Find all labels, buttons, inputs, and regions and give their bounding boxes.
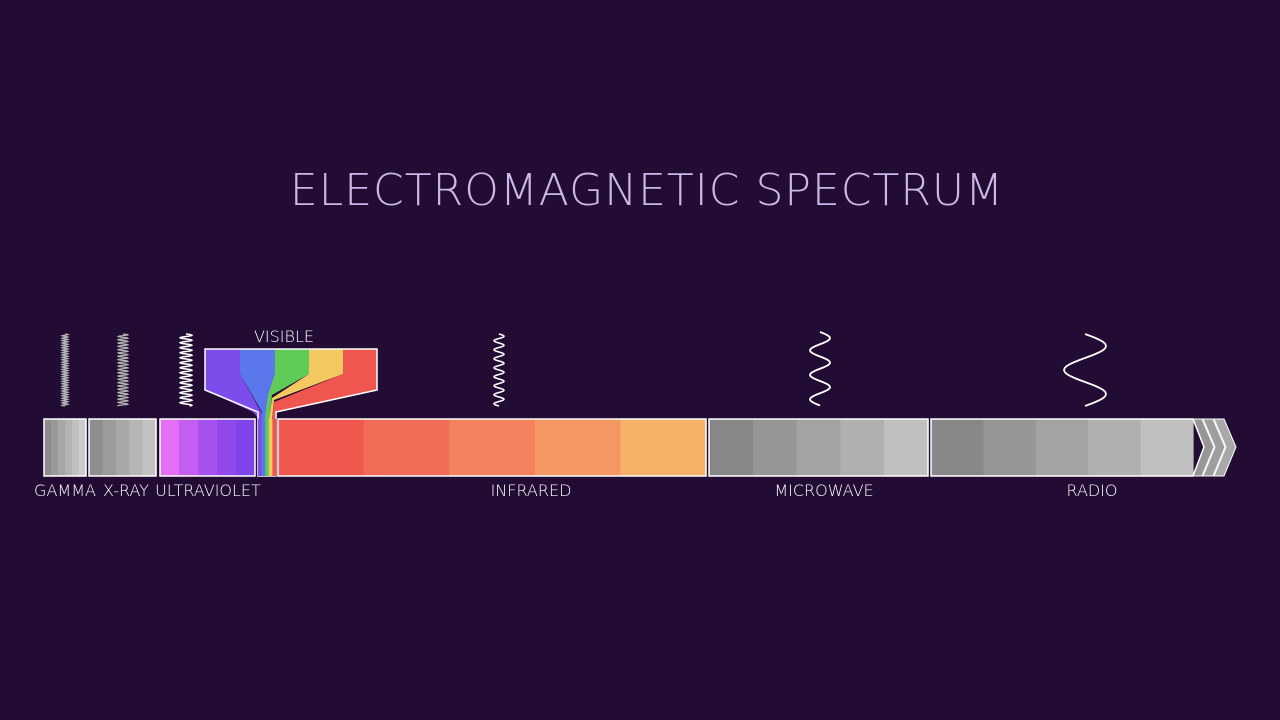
band-segment (449, 419, 536, 476)
visible-funnel-blue (240, 349, 275, 419)
band-radio-outline (930, 418, 1205, 477)
visible-strip-segment (268, 419, 273, 476)
band-radio-label: RADIO (1066, 481, 1117, 500)
visible-funnel-red (272, 349, 377, 419)
visible-funnel (204, 348, 378, 477)
band-segment (534, 419, 621, 476)
band-segment (217, 419, 237, 476)
band-radio-segments (931, 419, 1194, 476)
band-microwave-label: MICROWAVE (774, 481, 873, 500)
band-segment (709, 419, 754, 476)
visible-strip (258, 419, 277, 476)
band-segment (65, 419, 73, 476)
visible-strip-segment (258, 419, 262, 476)
visible-funnel-green (265, 349, 309, 419)
band-segment (129, 419, 144, 476)
visible-strip-segment (261, 419, 266, 476)
band-infrared: INFRARED (277, 418, 707, 500)
band-infrared-segments (278, 419, 707, 476)
band-segment (79, 419, 87, 476)
microwave-wave-icon (809, 331, 831, 407)
band-segment (236, 419, 256, 476)
band-ultraviolet-label: ULTRAVIOLET (155, 481, 261, 500)
band-segment (884, 419, 929, 476)
band-microwave-outline (708, 418, 929, 477)
band-xray-label: X-RAY (103, 481, 149, 500)
band-xray-segments (89, 419, 157, 476)
band-segment (198, 419, 218, 476)
band-xray-outline (88, 418, 157, 477)
band-segment (752, 419, 798, 476)
visible-funnel-yellow (269, 349, 343, 419)
band-segment (72, 419, 80, 476)
band-segment (363, 419, 450, 476)
band-segment (983, 419, 1037, 476)
band-gamma-segments (44, 419, 87, 476)
band-segment (620, 419, 707, 476)
band-ultraviolet-outline (159, 418, 256, 477)
band-segment (1140, 419, 1194, 476)
visible-funnel-violet (205, 349, 265, 419)
band-segment (160, 419, 180, 476)
band-segment (142, 419, 157, 476)
band-segment (278, 419, 365, 476)
arrow-head-icon (1192, 418, 1237, 477)
band-segment (931, 419, 984, 476)
xray-wave-icon (116, 333, 130, 407)
band-gamma-label: GAMMA (34, 481, 96, 500)
radio-wave-icon (1063, 333, 1107, 407)
gamma-wave-icon (60, 333, 70, 407)
band-microwave: MICROWAVE (708, 418, 929, 500)
band-gamma: GAMMA (34, 418, 96, 500)
band-segment (1035, 419, 1089, 476)
band-gamma-outline (43, 418, 87, 477)
band-segment (51, 419, 59, 476)
band-segment (102, 419, 117, 476)
page-title: ELECTROMAGNETIC SPECTRUM (290, 165, 1004, 216)
band-ultraviolet: ULTRAVIOLET (155, 418, 261, 500)
band-segment (179, 419, 199, 476)
arrow-head-chevron-3 (1213, 418, 1237, 477)
band-visible: VISIBLE (204, 327, 378, 477)
band-segment (58, 419, 66, 476)
band-segment (1088, 419, 1142, 476)
ultraviolet-wave-icon (178, 333, 194, 407)
visible-strip-segment (265, 419, 270, 476)
band-segment (89, 419, 103, 476)
band-xray: X-RAY (88, 418, 157, 500)
visible-strip-segment (272, 419, 277, 476)
band-segment (44, 419, 52, 476)
band-microwave-segments (709, 419, 929, 476)
arrow-head-chevron-2 (1202, 418, 1226, 477)
band-segment (796, 419, 841, 476)
band-infrared-label: INFRARED (491, 481, 572, 500)
band-infrared-outline (277, 418, 707, 477)
band-radio: RADIO (930, 418, 1237, 500)
infrared-wave-icon (493, 333, 505, 407)
band-segment (115, 419, 130, 476)
band-ultraviolet-segments (160, 419, 256, 476)
band-segment (840, 419, 885, 476)
band-visible-label: VISIBLE (254, 327, 314, 346)
